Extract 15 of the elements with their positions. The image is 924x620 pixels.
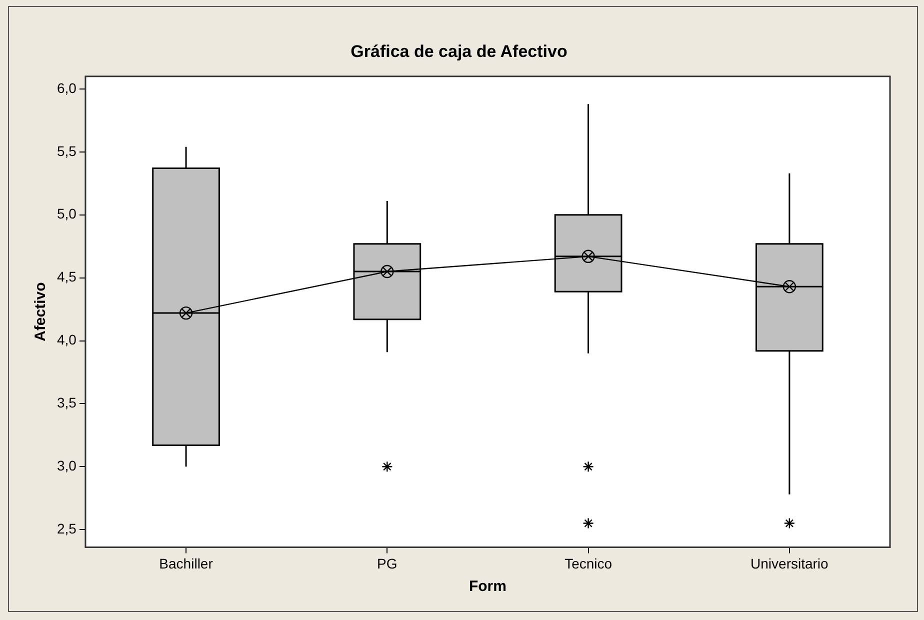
y-tick-label: 4,0	[56, 332, 77, 348]
y-tick-label: 4,5	[56, 268, 77, 285]
y-tick-label: 5,0	[56, 206, 77, 222]
x-tick-label: Universitario	[750, 555, 829, 572]
y-tick-label: 3,0	[56, 457, 77, 474]
y-tick-label: 5,5	[56, 142, 77, 159]
x-tick-label: PG	[377, 555, 398, 572]
y-axis-title: Afectivo	[32, 282, 50, 342]
x-axis-title: Form	[468, 578, 506, 596]
x-tick-label: Tecnico	[564, 555, 612, 572]
y-tick-label: 3,5	[56, 394, 77, 411]
y-tick-label: 2,5	[56, 520, 77, 536]
chart-title: Gráfica de caja de Afectivo	[350, 42, 568, 61]
x-tick-label: Bachiller	[159, 555, 214, 572]
y-tick-label: 6,0	[56, 80, 77, 96]
